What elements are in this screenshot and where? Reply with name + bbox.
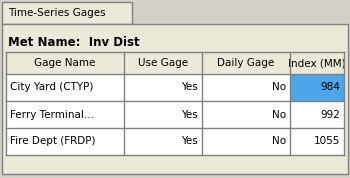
Text: 1055: 1055	[314, 137, 340, 146]
Text: City Yard (CTYP): City Yard (CTYP)	[10, 82, 93, 93]
Text: No: No	[272, 137, 286, 146]
Text: Index (MM): Index (MM)	[288, 58, 346, 68]
Text: No: No	[272, 109, 286, 119]
Text: Yes: Yes	[181, 82, 198, 93]
Text: 984: 984	[320, 82, 340, 93]
Text: No: No	[272, 82, 286, 93]
Text: Yes: Yes	[181, 137, 198, 146]
Bar	[6, 74, 344, 101]
Bar	[6, 101, 344, 128]
Text: Met Name:  Inv Dist: Met Name: Inv Dist	[8, 36, 140, 49]
Bar	[2, 2, 132, 24]
Bar	[2, 24, 348, 174]
Text: Daily Gage: Daily Gage	[217, 58, 275, 68]
Bar	[6, 128, 344, 155]
Text: Use Gage: Use Gage	[138, 58, 188, 68]
Text: Gage Name: Gage Name	[34, 58, 96, 68]
Text: Fire Dept (FRDP): Fire Dept (FRDP)	[10, 137, 96, 146]
Text: Yes: Yes	[181, 109, 198, 119]
Bar	[6, 52, 344, 74]
Text: Time-Series Gages: Time-Series Gages	[8, 8, 106, 18]
Text: Ferry Terminal...: Ferry Terminal...	[10, 109, 94, 119]
Bar	[290, 74, 344, 101]
Text: 992: 992	[320, 109, 340, 119]
